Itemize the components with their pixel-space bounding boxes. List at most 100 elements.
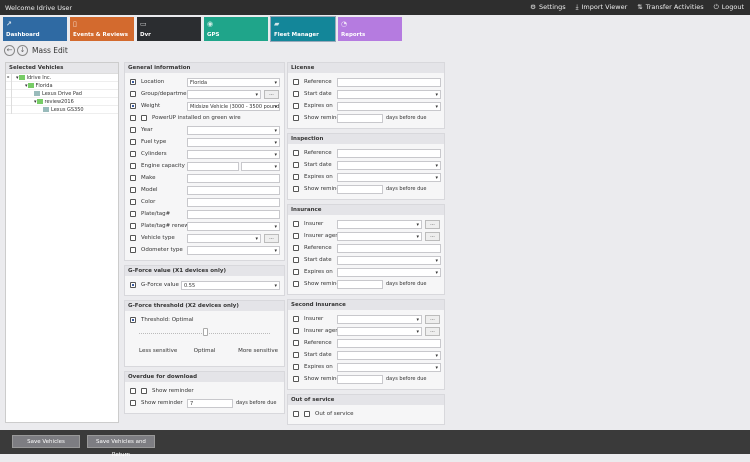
enable-checkbox[interactable] <box>293 376 299 382</box>
browse-button[interactable]: ... <box>264 89 279 99</box>
enable-checkbox[interactable] <box>293 103 299 109</box>
tree-item[interactable]: ▸ ▾ Idrive Inc. <box>6 73 118 82</box>
insurer-select[interactable] <box>337 219 422 229</box>
expires-on-select[interactable] <box>337 362 441 372</box>
enable-checkbox[interactable] <box>293 328 299 334</box>
tree-item[interactable]: ▾ Florida <box>6 81 118 90</box>
enable-checkbox[interactable] <box>293 269 299 275</box>
enable-checkbox[interactable] <box>130 211 136 217</box>
odometer-type-select[interactable] <box>187 245 280 255</box>
expand-icon[interactable]: ▾ <box>16 74 19 81</box>
reminder-days-input[interactable] <box>337 374 383 384</box>
enable-checkbox[interactable] <box>293 281 299 287</box>
enable-checkbox[interactable] <box>130 317 136 323</box>
enable-checkbox[interactable] <box>293 115 299 121</box>
expand-icon[interactable]: ▾ <box>34 98 37 105</box>
weight-select[interactable]: Midsize Vehicle (3000 - 3500 pounds) <box>187 101 280 111</box>
enable-checkbox[interactable] <box>130 91 136 97</box>
down-icon[interactable]: ↓ <box>17 45 28 56</box>
enable-checkbox[interactable] <box>293 150 299 156</box>
enable-checkbox[interactable] <box>130 103 136 109</box>
tile-dvr[interactable]: ▭ Dvr <box>137 17 201 41</box>
model-input[interactable] <box>187 185 280 195</box>
make-input[interactable] <box>187 173 280 183</box>
start-date-select[interactable] <box>337 89 441 99</box>
plate-tag-renewal-select[interactable] <box>187 221 280 231</box>
enable-checkbox[interactable] <box>293 174 299 180</box>
reminder-days-input[interactable] <box>337 184 383 194</box>
enable-checkbox[interactable] <box>130 151 136 157</box>
g-force-select[interactable]: 0.55 <box>181 280 280 290</box>
color-input[interactable] <box>187 197 280 207</box>
enable-checkbox[interactable] <box>130 163 136 169</box>
show-reminder-checkbox[interactable] <box>141 388 147 394</box>
enable-checkbox[interactable] <box>293 364 299 370</box>
start-date-select[interactable] <box>337 255 441 265</box>
powerup-installed-on-green-wire-checkbox[interactable] <box>141 115 147 121</box>
enable-checkbox[interactable] <box>130 175 136 181</box>
start-date-select[interactable] <box>337 350 441 360</box>
enable-checkbox[interactable] <box>293 79 299 85</box>
tile-dashboard[interactable]: ↗ Dashboard <box>3 17 67 41</box>
out-of-service-checkbox[interactable] <box>304 411 310 417</box>
enable-checkbox[interactable] <box>130 115 136 121</box>
tile-events-reviews[interactable]: ▯ Events & Reviews <box>70 17 134 41</box>
enable-checkbox[interactable] <box>130 388 136 394</box>
enable-checkbox[interactable] <box>293 221 299 227</box>
tile-fleet-manager[interactable]: ▰ Fleet Manager <box>270 16 336 42</box>
enable-checkbox[interactable] <box>130 139 136 145</box>
expires-on-select[interactable] <box>337 101 441 111</box>
fuel-type-select[interactable] <box>187 137 280 147</box>
reminder-days-input[interactable] <box>337 113 383 123</box>
enable-checkbox[interactable] <box>293 352 299 358</box>
enable-checkbox[interactable] <box>130 187 136 193</box>
reference-input[interactable] <box>337 243 441 253</box>
browse-button[interactable]: ... <box>264 233 279 243</box>
enable-checkbox[interactable] <box>293 162 299 168</box>
expires-on-select[interactable] <box>337 267 441 277</box>
reference-input[interactable] <box>337 148 441 158</box>
enable-checkbox[interactable] <box>293 316 299 322</box>
reference-input[interactable] <box>337 77 441 87</box>
tile-gps[interactable]: ◉ GPS <box>204 17 268 41</box>
vehicle-type-select[interactable] <box>187 233 261 243</box>
tree-item[interactable]: Lexus Drive Pad <box>6 89 118 98</box>
insurer-agent-select[interactable] <box>337 326 422 336</box>
enable-checkbox[interactable] <box>130 79 136 85</box>
expand-icon[interactable]: ▾ <box>25 82 28 89</box>
logout-link[interactable]: ⏻ Logout <box>714 3 744 12</box>
enable-checkbox[interactable] <box>293 340 299 346</box>
transfer-activities-link[interactable]: ⇅ Transfer Activities <box>637 3 703 12</box>
browse-button[interactable]: ... <box>425 231 440 241</box>
settings-link[interactable]: ⚙ Settings <box>530 3 566 12</box>
enable-checkbox[interactable] <box>293 411 299 417</box>
enable-checkbox[interactable] <box>293 186 299 192</box>
enable-checkbox[interactable] <box>293 233 299 239</box>
location-select[interactable]: Florida <box>187 77 280 87</box>
enable-checkbox[interactable] <box>130 247 136 253</box>
insurer-agent-select[interactable] <box>337 231 422 241</box>
enable-checkbox[interactable] <box>130 282 136 288</box>
enable-checkbox[interactable] <box>130 400 136 406</box>
reference-input[interactable] <box>337 338 441 348</box>
enable-checkbox[interactable] <box>130 223 136 229</box>
enable-checkbox[interactable] <box>293 91 299 97</box>
tree-item[interactable]: Lexus GS350 <box>6 105 118 114</box>
save-vehicles-button[interactable]: Save Vehicles <box>12 435 80 448</box>
tile-reports[interactable]: ◔ Reports <box>338 17 402 41</box>
engine-capacity-input[interactable] <box>187 161 239 171</box>
threshold-slider[interactable]: Less sensitive Optimal More sensitive <box>125 326 284 362</box>
group-department-select[interactable] <box>187 89 261 99</box>
back-icon[interactable]: ← <box>4 45 15 56</box>
insurer-select[interactable] <box>337 314 422 324</box>
start-date-select[interactable] <box>337 160 441 170</box>
enable-checkbox[interactable] <box>293 245 299 251</box>
year-select[interactable] <box>187 125 280 135</box>
enable-checkbox[interactable] <box>130 235 136 241</box>
browse-button[interactable]: ... <box>425 314 440 324</box>
enable-checkbox[interactable] <box>293 257 299 263</box>
save-vehicles-and-return-button[interactable]: Save Vehicles and Return <box>87 435 155 458</box>
cylinders-select[interactable] <box>187 149 280 159</box>
reminder-days-input[interactable] <box>337 279 383 289</box>
enable-checkbox[interactable] <box>130 199 136 205</box>
